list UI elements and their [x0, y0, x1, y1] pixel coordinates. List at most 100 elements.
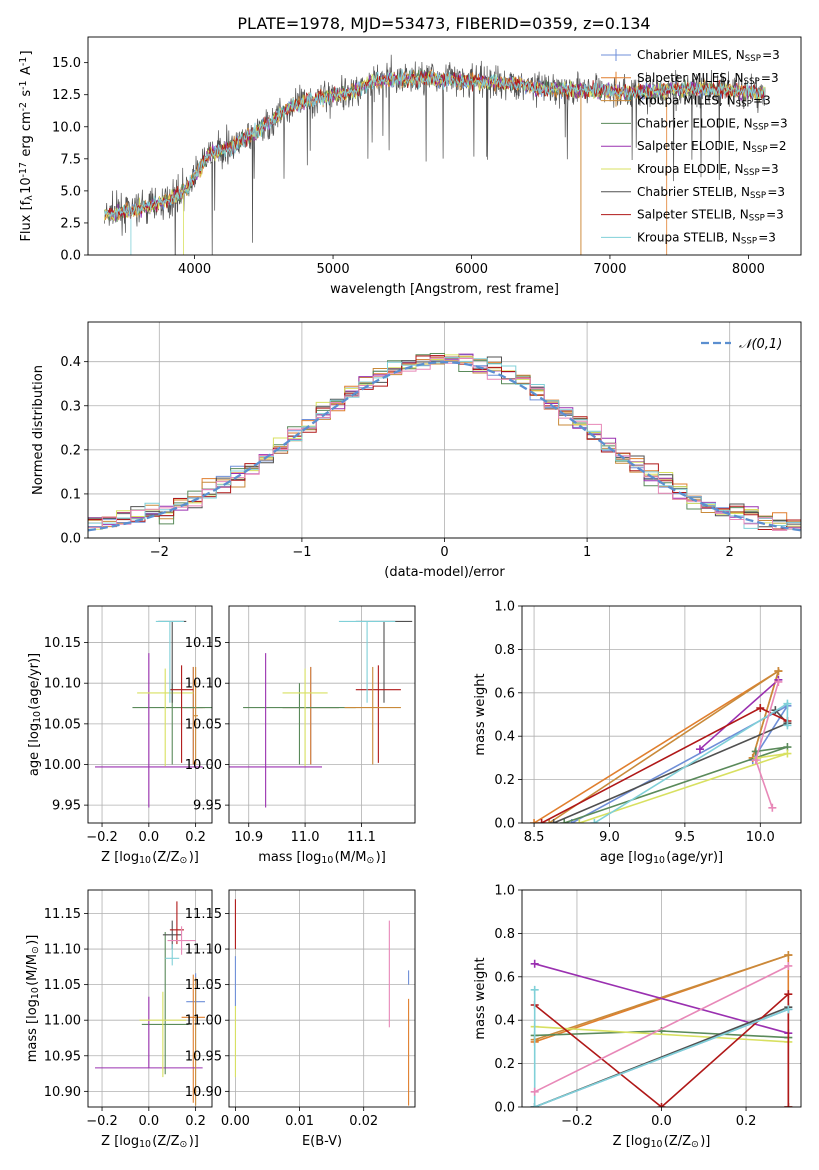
z-weight-line-4 — [534, 963, 789, 1034]
x-tick-label: −0.2 — [561, 1114, 593, 1129]
y-tick-label: 10.15 — [185, 636, 222, 651]
legend-entry: Kroupa ELODIE, NSSP =3 — [637, 162, 779, 178]
x-tick-label: 9.5 — [675, 830, 696, 845]
spectrum-series-8 — [104, 69, 766, 255]
x-tick-label: 6000 — [455, 262, 488, 277]
y-tick-label: 0.6 — [494, 970, 515, 985]
y-tick-label: 10.95 — [185, 1049, 222, 1064]
y-tick-label: 1.0 — [494, 884, 515, 899]
weight-marker — [530, 985, 539, 994]
y-tick-label: 0.0 — [60, 249, 81, 264]
x-tick-label: −1 — [292, 545, 311, 560]
z-mass-frame — [87, 889, 213, 1108]
x-tick-label: 9.0 — [599, 830, 620, 845]
age-weight-line-1 — [533, 669, 780, 823]
y-tick-label: 10.00 — [44, 758, 81, 773]
x-tick-label: −2 — [150, 545, 169, 560]
y-tick-label: 9.95 — [52, 799, 81, 814]
y-tick-label: 9.95 — [193, 799, 222, 814]
y-axis-label: age [log10 (age/yr)] — [27, 653, 43, 776]
x-tick-label: 8000 — [732, 262, 765, 277]
x-tick-label: 0.2 — [185, 1114, 206, 1129]
y-tick-label: 0.4 — [494, 730, 515, 745]
spectrum-lines — [104, 54, 766, 255]
mass-age-errorbars — [229, 620, 413, 808]
z-age-axes: −0.2 0.0 0.2 9.95 10.00 10.05 10.10 10.15 Z [log… — [27, 606, 212, 866]
z-age-point-8 — [193, 666, 198, 765]
x-tick-label: 11.0 — [291, 830, 320, 845]
weight-marker — [774, 677, 783, 686]
legend-entry: Chabrier MILES, NSSP =3 — [637, 48, 780, 64]
x-tick-label: 0.02 — [349, 1114, 378, 1129]
legend-entry: Kroupa STELIB, NSSP =3 — [637, 230, 776, 246]
spectrum-legend: Chabrier MILES, NSSP =3 Salpeter MILES, N… — [601, 48, 788, 246]
mass-age-point-8 — [344, 666, 401, 765]
weight-marker — [784, 1005, 793, 1014]
y-axis-label: mass weight — [473, 673, 488, 755]
mass-age-point-1 — [282, 666, 339, 765]
y-tick-label: 12.5 — [52, 88, 81, 103]
x-tick-label: 2 — [726, 545, 734, 560]
x-axis-label: Z [log10 (Z/Z⊙ )] — [101, 850, 199, 866]
y-tick-label: 0.3 — [60, 399, 81, 414]
x-tick-label: 0.00 — [221, 1114, 250, 1129]
z-mass-point-3 — [95, 996, 203, 1069]
y-tick-label: 1.0 — [494, 600, 515, 615]
z-weight-line-9 — [534, 965, 789, 1093]
y-tick-label: 10.90 — [44, 1085, 81, 1100]
plots: 4000 5000 6000 7000 80000.02.55.07.510.012.5… — [18, 36, 802, 1150]
y-tick-label: 0.2 — [494, 1057, 515, 1072]
weight-marker — [783, 749, 792, 758]
z-mass-point-8 — [167, 926, 196, 955]
weight-marker — [784, 961, 793, 970]
x-tick-label: 10.0 — [746, 830, 775, 845]
weight-marker — [774, 667, 783, 676]
y-tick-label: 0.0 — [60, 532, 81, 547]
y-tick-label: 10.00 — [185, 758, 222, 773]
x-axis-label: wavelength [Angstrom, rest frame] — [330, 282, 559, 297]
x-axis-label: mass [log10 (M/M⊙ )] — [258, 850, 386, 866]
x-tick-label: 11.1 — [347, 830, 376, 845]
y-tick-label: 11.15 — [185, 907, 222, 922]
y-tick-label: 5.0 — [60, 184, 81, 199]
x-tick-label: 0.2 — [736, 1114, 757, 1129]
legend-entry: Salpeter MILES, NSSP =3 — [637, 71, 779, 87]
legend-entry: Salpeter STELIB, NSSP =3 — [637, 208, 784, 224]
z-age-point-7 — [155, 620, 184, 703]
y-tick-label: 0.0 — [494, 817, 515, 832]
y-tick-label: 11.05 — [44, 978, 81, 993]
y-axis-label: Normed distribution — [31, 365, 46, 495]
y-tick-label: 7.5 — [60, 152, 81, 167]
z-weight-line-5 — [534, 1025, 789, 1043]
weight-marker — [695, 745, 704, 754]
weight-marker — [537, 819, 546, 823]
y-tick-label: 11.00 — [44, 1014, 81, 1029]
x-tick-label: 0.2 — [185, 830, 206, 845]
x-axis-label: E(B-V) — [302, 1134, 342, 1149]
x-axis-label: age [log10 (age/yr)] — [600, 850, 723, 866]
y-tick-label: 11.15 — [44, 907, 81, 922]
z-age-point-4 — [137, 668, 194, 767]
mass-age-point-6 — [355, 665, 401, 763]
age-weight-line-4 — [699, 679, 779, 750]
histogram-frame — [87, 321, 802, 539]
weight-marker — [768, 803, 777, 812]
weight-marker — [784, 1103, 793, 1107]
ebv-mass-axes: 0.00 0.01 0.02 10.90 10.95 11.00 11.05 11.10 11.… — [185, 890, 415, 1149]
x-axis-label: Z [log10 (Z/Z⊙ )] — [613, 1134, 711, 1150]
histogram-series-9 — [88, 357, 801, 531]
y-tick-label: 0.4 — [494, 1014, 515, 1029]
weight-marker — [783, 721, 792, 730]
age-weight-line-9 — [754, 681, 780, 809]
y-tick-label: 11.10 — [44, 943, 81, 958]
y-axis-label: Flux [fλ 10-17 erg cm-2 s-1 A-1 ] — [18, 50, 35, 241]
legend-entry: Chabrier ELODIE, NSSP =3 — [637, 116, 788, 132]
spectrum-axes: 4000 5000 6000 7000 8000 0.0 2.5 5.0 7.5 10.0 12.5… — [18, 50, 765, 297]
spectrum-frame — [87, 36, 802, 256]
mass-age-frame — [228, 605, 416, 824]
weight-marker — [545, 819, 554, 823]
weight-marker — [657, 1103, 666, 1107]
z-age-frame — [87, 605, 213, 824]
y-axis-label: mass weight — [473, 957, 488, 1039]
weight-marker — [530, 1103, 539, 1107]
